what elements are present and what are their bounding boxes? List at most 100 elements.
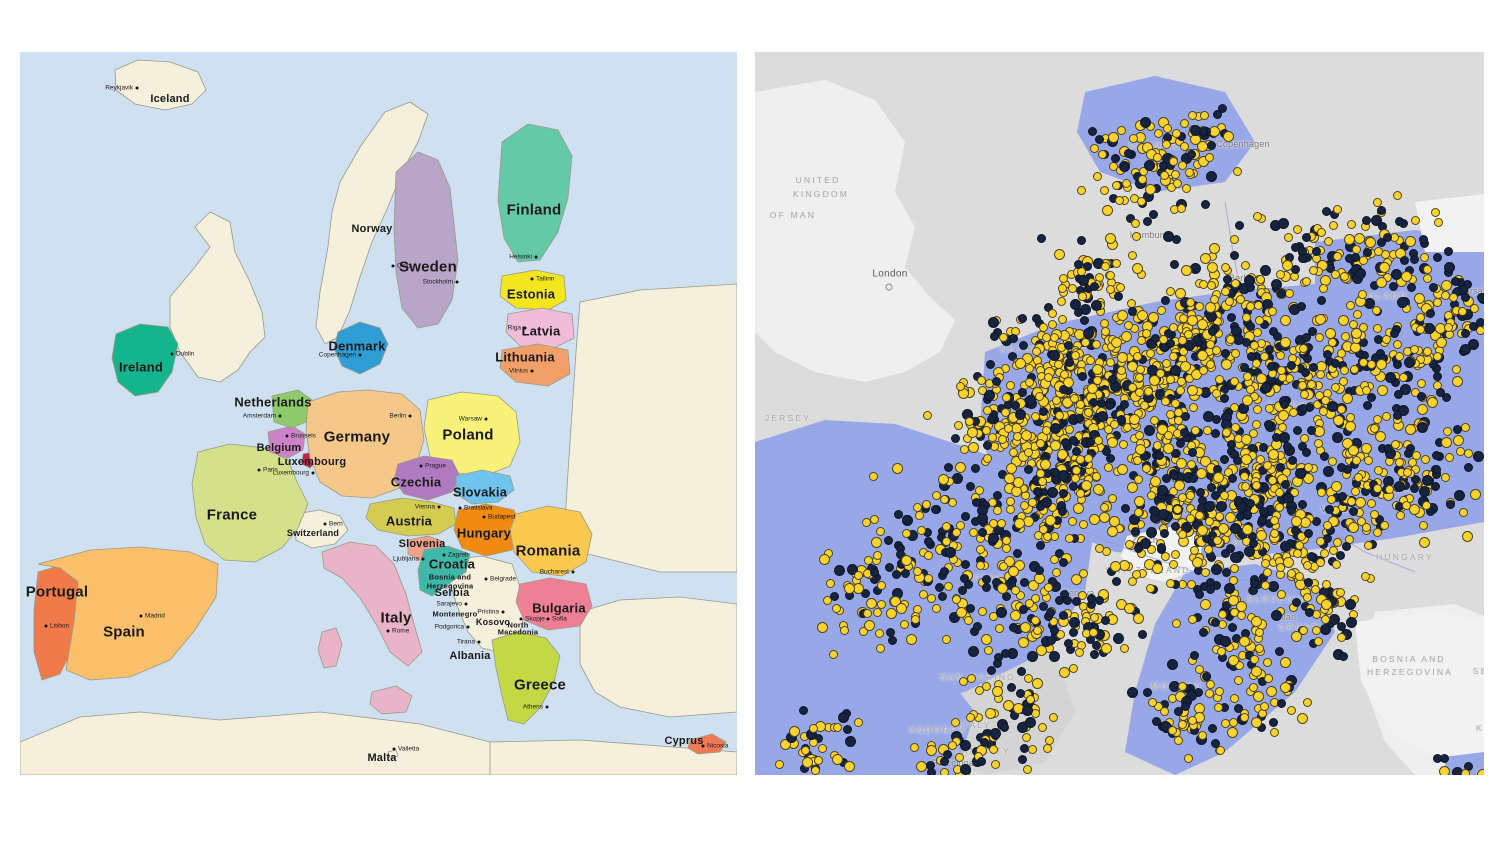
data-point[interactable] bbox=[1211, 738, 1220, 748]
data-point[interactable] bbox=[1127, 687, 1138, 698]
data-point[interactable] bbox=[937, 473, 949, 485]
data-point[interactable] bbox=[1404, 424, 1416, 436]
data-point[interactable] bbox=[1246, 351, 1256, 361]
data-point[interactable] bbox=[1177, 160, 1187, 170]
data-point[interactable] bbox=[1210, 429, 1220, 439]
data-point[interactable] bbox=[818, 553, 830, 565]
data-point[interactable] bbox=[1318, 283, 1328, 293]
data-point[interactable] bbox=[1094, 595, 1104, 605]
data-point[interactable] bbox=[1377, 384, 1388, 396]
data-point[interactable] bbox=[1235, 294, 1245, 304]
data-point[interactable] bbox=[982, 453, 992, 463]
data-point[interactable] bbox=[1020, 621, 1032, 633]
data-point[interactable] bbox=[1137, 196, 1146, 206]
data-point[interactable] bbox=[1004, 423, 1014, 433]
data-point[interactable] bbox=[1065, 533, 1075, 543]
data-point[interactable] bbox=[1177, 203, 1186, 213]
data-point[interactable] bbox=[959, 574, 969, 584]
data-point[interactable] bbox=[981, 681, 991, 691]
data-point[interactable] bbox=[1159, 170, 1169, 180]
data-point[interactable] bbox=[1306, 551, 1316, 561]
data-point[interactable] bbox=[873, 607, 883, 617]
data-point[interactable] bbox=[1070, 473, 1080, 483]
data-point[interactable] bbox=[854, 717, 863, 727]
data-point[interactable] bbox=[1336, 463, 1346, 473]
data-point[interactable] bbox=[1116, 366, 1126, 376]
data-point[interactable] bbox=[1105, 270, 1115, 280]
data-point[interactable] bbox=[987, 316, 999, 328]
data-point[interactable] bbox=[1077, 274, 1089, 286]
data-point[interactable] bbox=[844, 582, 855, 594]
data-point[interactable] bbox=[1267, 361, 1277, 371]
data-point[interactable] bbox=[1024, 716, 1036, 728]
data-point[interactable] bbox=[1019, 577, 1029, 587]
data-point[interactable] bbox=[870, 514, 880, 524]
data-point[interactable] bbox=[1091, 363, 1103, 375]
data-point[interactable] bbox=[1088, 397, 1098, 407]
data-point[interactable] bbox=[1396, 296, 1408, 308]
data-point[interactable] bbox=[1169, 156, 1178, 166]
data-point[interactable] bbox=[1171, 128, 1181, 138]
data-point[interactable] bbox=[1068, 435, 1078, 445]
data-point[interactable] bbox=[1064, 638, 1074, 648]
data-point[interactable] bbox=[1278, 432, 1290, 444]
data-point[interactable] bbox=[1165, 339, 1175, 349]
data-point[interactable] bbox=[1288, 456, 1297, 465]
data-point[interactable] bbox=[1187, 447, 1197, 457]
data-point[interactable] bbox=[1227, 474, 1237, 484]
data-point[interactable] bbox=[1252, 328, 1262, 337]
data-point[interactable] bbox=[1315, 369, 1325, 379]
data-point[interactable] bbox=[1111, 577, 1121, 587]
data-point[interactable] bbox=[1166, 374, 1175, 384]
data-point[interactable] bbox=[1457, 306, 1467, 316]
data-point[interactable] bbox=[1120, 503, 1130, 513]
data-point[interactable] bbox=[1131, 263, 1143, 275]
data-point[interactable] bbox=[959, 676, 969, 686]
data-point[interactable] bbox=[1283, 233, 1293, 243]
data-point[interactable] bbox=[924, 551, 933, 560]
data-point[interactable] bbox=[1164, 329, 1174, 339]
data-point[interactable] bbox=[1137, 629, 1147, 639]
data-point[interactable] bbox=[1178, 336, 1188, 346]
data-point[interactable] bbox=[967, 426, 979, 438]
data-point[interactable] bbox=[996, 518, 1006, 528]
data-point[interactable] bbox=[1116, 414, 1126, 424]
data-point[interactable] bbox=[1422, 346, 1432, 356]
data-point[interactable] bbox=[1277, 423, 1287, 433]
data-point[interactable] bbox=[1220, 358, 1232, 370]
data-point[interactable] bbox=[1239, 362, 1249, 372]
data-point[interactable] bbox=[1169, 352, 1179, 362]
data-point[interactable] bbox=[1416, 403, 1428, 415]
data-point[interactable] bbox=[1358, 357, 1368, 367]
data-point[interactable] bbox=[1074, 414, 1084, 424]
data-point[interactable] bbox=[984, 645, 994, 655]
data-point[interactable] bbox=[1089, 612, 1099, 622]
data-point[interactable] bbox=[1315, 557, 1325, 567]
data-point[interactable] bbox=[1320, 599, 1332, 611]
data-point[interactable] bbox=[1088, 513, 1100, 525]
data-point[interactable] bbox=[1392, 410, 1402, 420]
data-point[interactable] bbox=[1363, 456, 1373, 465]
data-point[interactable] bbox=[1226, 334, 1236, 344]
data-point[interactable] bbox=[1354, 268, 1366, 280]
data-point[interactable] bbox=[965, 712, 975, 722]
data-point[interactable] bbox=[1259, 702, 1269, 712]
data-point[interactable] bbox=[1099, 502, 1109, 512]
data-point[interactable] bbox=[1005, 462, 1017, 474]
data-point[interactable] bbox=[1120, 400, 1130, 410]
data-point[interactable] bbox=[1328, 337, 1338, 347]
data-point[interactable] bbox=[1277, 409, 1289, 421]
data-point[interactable] bbox=[1207, 140, 1217, 150]
data-point[interactable] bbox=[874, 629, 884, 639]
data-point[interactable] bbox=[1111, 258, 1121, 268]
data-point[interactable] bbox=[1336, 405, 1346, 415]
data-point[interactable] bbox=[1212, 388, 1222, 398]
data-point[interactable] bbox=[998, 333, 1008, 342]
data-point[interactable] bbox=[1319, 623, 1331, 635]
data-point[interactable] bbox=[1106, 285, 1115, 294]
data-point[interactable] bbox=[1310, 584, 1320, 594]
data-point[interactable] bbox=[1347, 496, 1357, 506]
data-point[interactable] bbox=[1304, 528, 1314, 538]
data-point[interactable] bbox=[1068, 616, 1080, 628]
data-point[interactable] bbox=[1156, 543, 1166, 552]
